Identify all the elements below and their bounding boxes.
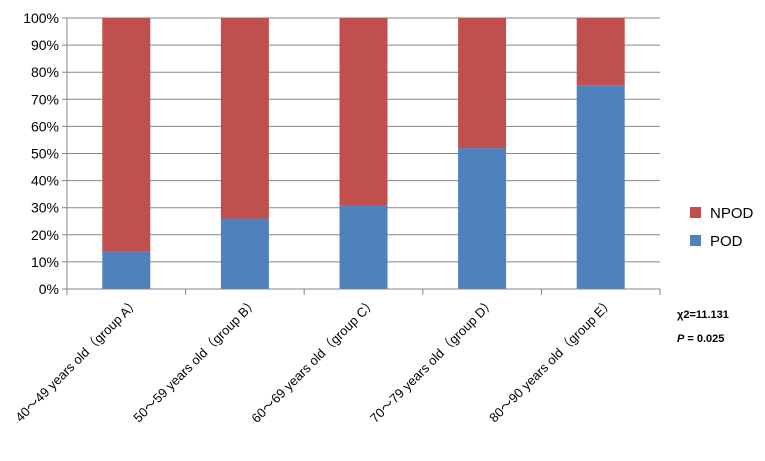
chi-square-annotation: χ2=11.131: [677, 309, 729, 321]
y-axis-ticks: 0% 10% 20% 30% 40% 50% 60% 70% 80% 90% 100%: [23, 10, 68, 297]
bar-pod-5: [576, 85, 625, 289]
bar-npod-1: [102, 18, 151, 252]
bar-npod-4: [458, 18, 507, 149]
legend-swatch-pod: [690, 235, 701, 246]
y-tick-label: 30%: [31, 200, 59, 216]
p-value-annotation: P = 0.025: [677, 333, 724, 345]
bar-npod-3: [339, 18, 388, 205]
bar-pod-2: [220, 218, 269, 289]
y-tick-label: 0%: [39, 281, 59, 297]
y-tick-label: 60%: [31, 118, 59, 134]
bar-pod-4: [458, 148, 507, 289]
p-value: = 0.025: [684, 333, 724, 345]
y-tick-label: 90%: [31, 37, 59, 53]
bars: [102, 18, 625, 289]
y-tick-label: 70%: [31, 91, 59, 107]
y-tick-label: 100%: [23, 10, 59, 26]
x-axis-ticks: [66, 289, 661, 295]
x-category-label: 80～90 years old（group E）: [486, 295, 617, 426]
x-category-label: 60～69 years old（group C）: [248, 295, 379, 426]
legend: NPOD POD: [690, 205, 754, 250]
bar-npod-2: [220, 18, 269, 219]
legend-label-pod: POD: [710, 233, 743, 250]
y-tick-label: 80%: [31, 64, 59, 80]
y-tick-label: 20%: [31, 227, 59, 243]
bar-pod-3: [339, 204, 388, 289]
y-tick-label: 40%: [31, 173, 59, 189]
bar-npod-5: [576, 18, 625, 86]
y-tick-label: 50%: [31, 146, 59, 162]
x-category-label: 50～59 years old（group B）: [130, 295, 261, 426]
legend-label-npod: NPOD: [710, 205, 754, 222]
bar-pod-1: [102, 251, 151, 289]
y-tick-label: 10%: [31, 254, 59, 270]
legend-swatch-npod: [690, 207, 701, 218]
x-axis-category-labels: 40～49 years old（group A）50～59 years old（…: [12, 295, 617, 426]
x-category-label: 70～79 years old（group D）: [367, 295, 498, 426]
x-category-label: 40～49 years old（group A）: [12, 295, 142, 425]
p-label: P: [677, 333, 685, 345]
